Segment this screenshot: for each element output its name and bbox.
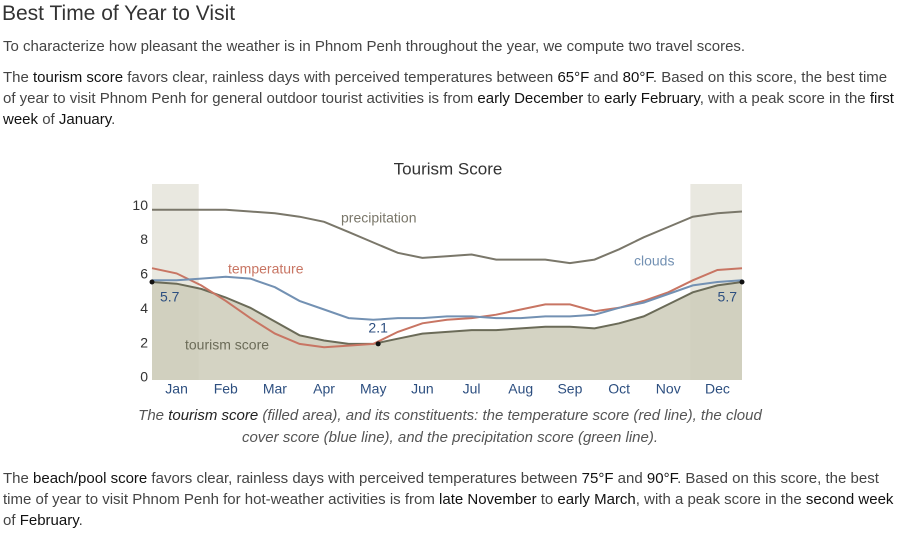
text: and: [613, 470, 647, 487]
x-tick-label: Oct: [608, 381, 630, 397]
x-tick-label: Dec: [705, 381, 730, 397]
paragraph: The beach/pool score favors clear, rainl…: [3, 468, 898, 531]
line: [151, 281, 743, 345]
series-label: temperature: [228, 261, 304, 277]
chart-title: Tourism Score: [394, 159, 503, 178]
text: of: [38, 111, 59, 128]
emphasis: 90°F: [646, 470, 678, 487]
paragraph: The tourism score favors clear, rainless…: [3, 67, 898, 130]
emphasis: 75°F: [581, 470, 614, 487]
y-tick-label: 8: [140, 231, 148, 247]
text: To characterize how pleasant the weather…: [3, 38, 746, 55]
emphasis: February: [19, 512, 79, 529]
line: [152, 208, 743, 265]
text: , with a peak score in the: [699, 90, 870, 107]
y-tick-label: 10: [132, 197, 148, 213]
emphasis: early December: [477, 90, 584, 107]
annotation-label: 2.1: [368, 320, 388, 336]
y-tick-label: 0: [140, 369, 148, 385]
paragraph: To characterize how pleasant the weather…: [3, 36, 898, 57]
emphasis: early March: [557, 491, 636, 508]
series-label: clouds: [634, 253, 674, 269]
annotation-dot: [149, 279, 155, 285]
text: favors clear, rainless days with perceiv…: [123, 69, 558, 86]
text: The: [138, 407, 169, 424]
series-label: precipitation: [341, 210, 417, 226]
text: . Based on this score, the best time of …: [3, 470, 879, 508]
series-label: tourism score: [185, 337, 269, 353]
y-tick-label: 6: [140, 266, 148, 282]
emphasis: beach/pool score: [33, 470, 148, 487]
annotation-label: 5.7: [160, 289, 180, 305]
text: to: [536, 491, 558, 508]
caption: The tourism score (filled area), and its…: [130, 405, 770, 449]
line: [151, 267, 743, 349]
emphasis: January: [58, 111, 112, 128]
x-tick-label: Jul: [463, 381, 481, 397]
annotation-label: 5.7: [718, 289, 738, 305]
text: and: [589, 69, 623, 86]
text: .: [111, 111, 116, 128]
text: favors clear, rainless days with perceiv…: [147, 470, 582, 487]
x-tick-label: Sep: [557, 381, 582, 397]
emphasis: tourism score: [33, 69, 124, 86]
x-tick-label: Nov: [656, 381, 681, 397]
text: The: [3, 470, 34, 487]
x-tick-label: May: [360, 381, 386, 397]
emphasis: 65°F: [557, 69, 590, 86]
emphasis: first week: [3, 90, 894, 128]
emphasis: late November: [439, 491, 537, 508]
x-tick-label: Apr: [313, 381, 335, 397]
text: of: [3, 512, 20, 529]
annotation-dot: [739, 279, 745, 285]
emphasis: 80°F: [622, 69, 653, 86]
text: , with a peak score in the: [635, 491, 806, 508]
text: (filled area), and its constituents: the…: [241, 407, 762, 446]
text: to: [583, 90, 605, 107]
heading: Best Time of Year to Visit: [2, 2, 236, 25]
emphasis: second week: [805, 491, 894, 508]
text: . Based on this score, the best time of …: [3, 69, 888, 107]
y-tick-label: 4: [140, 300, 148, 316]
area: [152, 282, 742, 380]
x-tick-label: Jan: [165, 381, 188, 397]
emphasis: tourism score: [168, 407, 259, 424]
y-tick-label: 2: [140, 334, 148, 350]
text: The: [3, 69, 34, 86]
text: .: [78, 512, 83, 529]
x-tick-label: Feb: [214, 381, 238, 397]
x-tick-label: Aug: [508, 381, 533, 397]
x-tick-label: Mar: [263, 381, 287, 397]
x-tick-label: Jun: [411, 381, 434, 397]
emphasis: early February: [604, 90, 700, 107]
line: [152, 275, 743, 321]
annotation-dot: [375, 341, 381, 347]
